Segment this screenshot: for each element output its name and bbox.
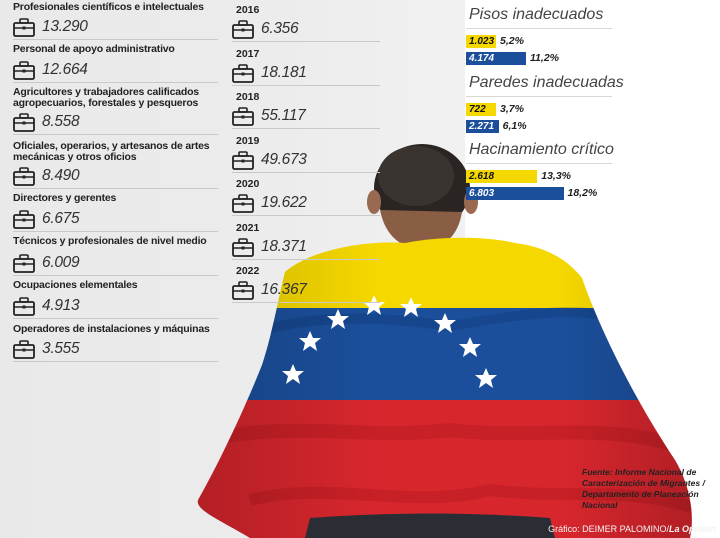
- briefcase-icon: [13, 167, 35, 186]
- occupation-value: 4.913: [42, 297, 80, 314]
- graphic-credit: Gráfico: DEIMER PALOMINO/La Opinión: [548, 524, 716, 534]
- condition-title: Paredes inadecuadas: [469, 74, 624, 91]
- condition-bar: 2.271: [466, 120, 499, 133]
- occupation-row: 6.009: [13, 253, 218, 276]
- condition-bar: 4.174: [466, 52, 526, 65]
- occupation-label: Ocupaciones elementales: [13, 279, 138, 291]
- year-value: 55.117: [261, 107, 306, 124]
- year-label: 2018: [236, 91, 260, 103]
- year-row: 19.622: [232, 193, 380, 216]
- year-label: 2017: [236, 47, 260, 60]
- occupation-value: 3.555: [42, 340, 80, 357]
- occupation-label: Técnicos y profesionales de nivel medio: [13, 235, 207, 247]
- condition-bar-percent: 5,2%: [500, 35, 524, 47]
- briefcase-icon: [13, 297, 35, 316]
- condition-bar-percent: 11,2%: [530, 52, 559, 64]
- year-row: 18.181: [232, 63, 380, 86]
- year-value: 49.673: [261, 150, 307, 168]
- occupation-label: Personal de apoyo administrativo: [13, 43, 175, 55]
- year-label: 2020: [236, 178, 260, 190]
- year-row: 49.673: [232, 150, 380, 173]
- occupation-row: 12.664: [13, 60, 218, 83]
- section-divider: [466, 28, 612, 29]
- briefcase-icon: [13, 113, 35, 132]
- briefcase-icon: [232, 107, 254, 126]
- condition-title: Pisos inadecuados: [469, 6, 604, 23]
- condition-bar-row: 722 3,7%: [466, 103, 616, 116]
- year-row: 18.371: [232, 237, 380, 260]
- year-value: 18.181: [261, 63, 307, 81]
- briefcase-icon: [13, 340, 35, 359]
- condition-bar-row: 2.618 13,3%: [466, 170, 616, 183]
- occupation-value: 6.675: [42, 210, 80, 227]
- condition-bar-row: 1.023 5,2%: [466, 35, 616, 48]
- occupation-label: Agricultores y trabajadores calificados …: [13, 86, 199, 109]
- condition-bar-row: 6.803 18,2%: [466, 187, 616, 200]
- venezuelan-flag-person-photo: [197, 144, 692, 538]
- occupation-row: 6.675: [13, 209, 218, 232]
- section-divider: [466, 163, 612, 164]
- briefcase-icon: [232, 281, 254, 300]
- briefcase-icon: [232, 150, 254, 170]
- condition-bar-row: 2.271 6,1%: [466, 120, 616, 133]
- briefcase-icon: [232, 237, 254, 257]
- condition-title: Hacinamiento crítico: [469, 141, 614, 158]
- occupation-label: Profesionales científicos e intelectuale…: [13, 1, 204, 13]
- briefcase-icon: [232, 194, 254, 213]
- year-value: 19.622: [261, 194, 307, 211]
- occupation-row: 4.913: [13, 296, 218, 319]
- condition-bar: 6.803: [466, 187, 564, 200]
- year-row: 16.367: [232, 280, 380, 303]
- occupation-value: 6.009: [42, 254, 80, 271]
- briefcase-icon: [13, 61, 35, 80]
- source-note: Fuente: Informe Nacional de Caracterizac…: [582, 467, 705, 510]
- year-label: 2021: [236, 221, 260, 234]
- briefcase-icon: [13, 210, 35, 229]
- briefcase-icon: [232, 63, 254, 83]
- occupation-value: 13.290: [42, 18, 88, 35]
- year-value: 6.356: [261, 20, 299, 37]
- occupation-value: 8.558: [42, 113, 80, 130]
- flag-stars: [282, 295, 497, 388]
- condition-bar-value: 722: [469, 104, 486, 115]
- occupation-row: 8.490: [13, 166, 218, 189]
- condition-bar-value: 2.271: [469, 121, 495, 132]
- occupation-label: Operadores de instalaciones y máquinas: [13, 323, 210, 335]
- condition-bar: 722: [466, 103, 496, 116]
- condition-bar-value: 2.618: [469, 171, 495, 182]
- briefcase-icon: [13, 18, 35, 37]
- condition-bar-value: 1.023: [469, 36, 495, 47]
- condition-bar-value: 6.803: [469, 188, 495, 199]
- year-label: 2022: [236, 265, 260, 277]
- occupation-value: 8.490: [42, 167, 80, 184]
- credit-outlet: La Opinión: [669, 524, 716, 534]
- occupation-value: 12.664: [42, 61, 88, 78]
- credit-prefix: Gráfico: DEIMER PALOMINO/: [548, 524, 669, 534]
- section-divider: [466, 96, 612, 97]
- year-label: 2016: [236, 4, 260, 16]
- occupation-row: 13.290: [13, 17, 218, 40]
- year-row: 55.117: [232, 106, 380, 129]
- briefcase-icon: [232, 20, 254, 39]
- condition-bar-value: 4.174: [469, 53, 495, 64]
- condition-bar-percent: 3,7%: [500, 103, 524, 115]
- occupation-label: Directores y gerentes: [13, 192, 117, 204]
- condition-bar: 1.023: [466, 35, 496, 48]
- year-label: 2019: [236, 134, 260, 147]
- condition-bar-row: 4.174 11,2%: [466, 52, 616, 65]
- briefcase-icon: [13, 254, 35, 273]
- year-row: 6.356: [232, 19, 380, 42]
- condition-bar-percent: 6,1%: [502, 120, 527, 132]
- occupation-row: 3.555: [13, 339, 218, 362]
- condition-bar-percent: 18,2%: [567, 187, 598, 199]
- condition-bar-percent: 13,3%: [541, 170, 572, 182]
- year-value: 16.367: [261, 281, 307, 298]
- year-value: 18.371: [261, 237, 307, 255]
- occupation-row: 8.558: [13, 112, 218, 135]
- condition-bar: 2.618: [466, 170, 538, 183]
- occupation-label: Oficiales, operarios, y artesanos de art…: [13, 140, 210, 163]
